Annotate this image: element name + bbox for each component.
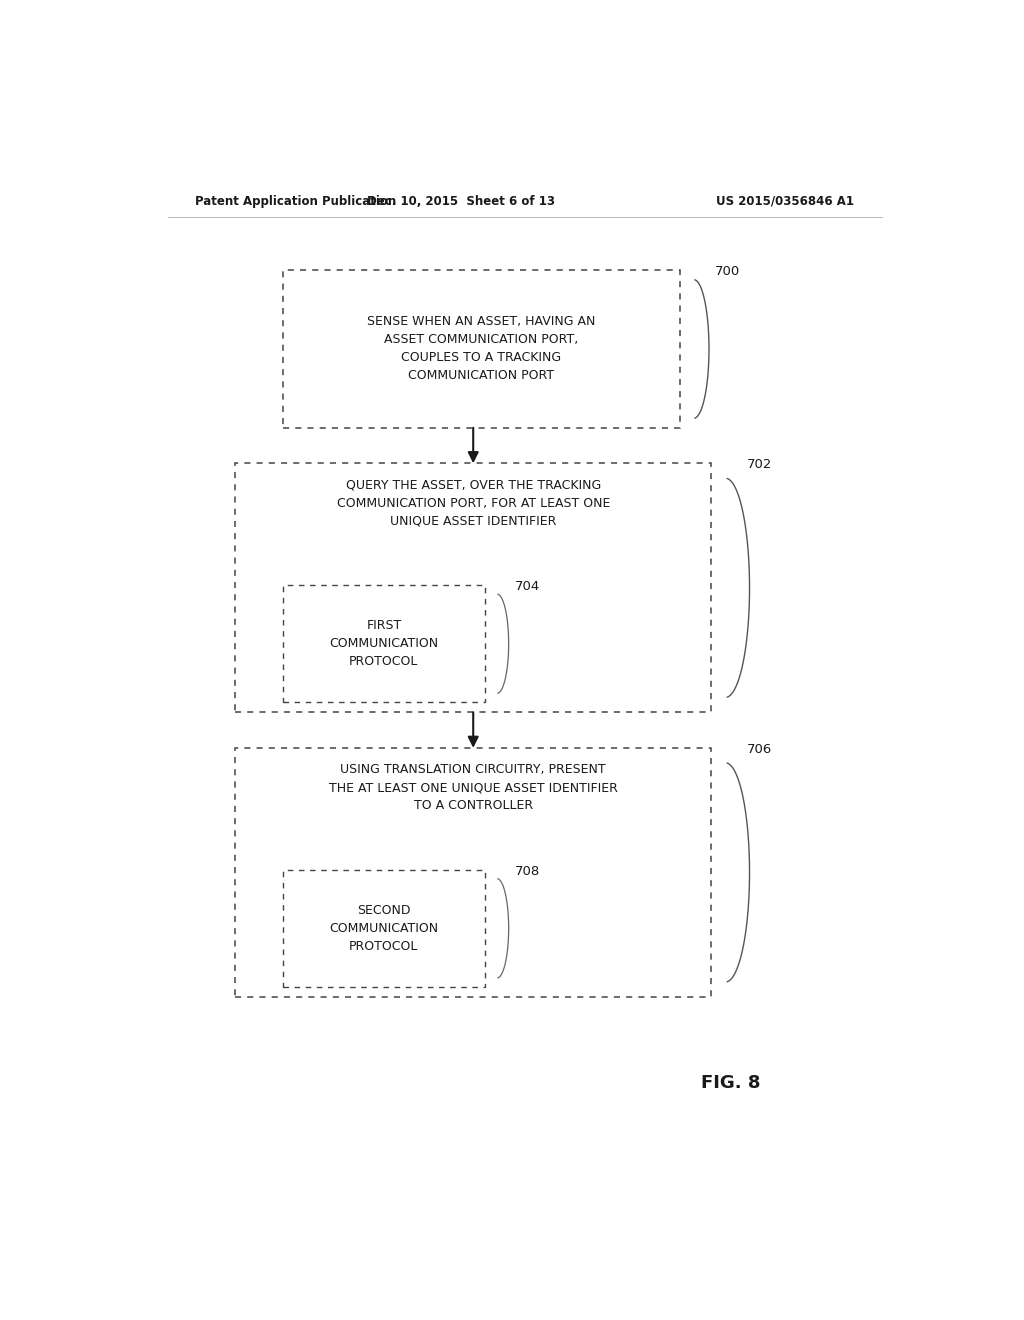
Text: Dec. 10, 2015  Sheet 6 of 13: Dec. 10, 2015 Sheet 6 of 13 [368,194,555,207]
Text: USING TRANSLATION CIRCUITRY, PRESENT
THE AT LEAST ONE UNIQUE ASSET IDENTIFIER
TO: USING TRANSLATION CIRCUITRY, PRESENT THE… [329,763,617,812]
Text: FIG. 8: FIG. 8 [701,1074,761,1093]
Text: FIRST
COMMUNICATION
PROTOCOL: FIRST COMMUNICATION PROTOCOL [330,619,438,668]
Text: QUERY THE ASSET, OVER THE TRACKING
COMMUNICATION PORT, FOR AT LEAST ONE
UNIQUE A: QUERY THE ASSET, OVER THE TRACKING COMMU… [337,479,610,528]
Text: 708: 708 [515,865,541,878]
Text: 706: 706 [748,743,772,756]
Text: US 2015/0356846 A1: US 2015/0356846 A1 [716,194,854,207]
Text: 700: 700 [716,265,740,279]
Bar [236,748,712,997]
Text: SECOND
COMMUNICATION
PROTOCOL: SECOND COMMUNICATION PROTOCOL [330,904,438,953]
Text: 702: 702 [748,458,772,471]
Bar [236,463,712,713]
Bar [283,870,485,987]
Text: Patent Application Publication: Patent Application Publication [196,194,396,207]
Bar [283,585,485,702]
Text: 704: 704 [515,581,541,593]
Text: SENSE WHEN AN ASSET, HAVING AN
ASSET COMMUNICATION PORT,
COUPLES TO A TRACKING
C: SENSE WHEN AN ASSET, HAVING AN ASSET COM… [367,315,595,383]
Bar [283,271,680,428]
